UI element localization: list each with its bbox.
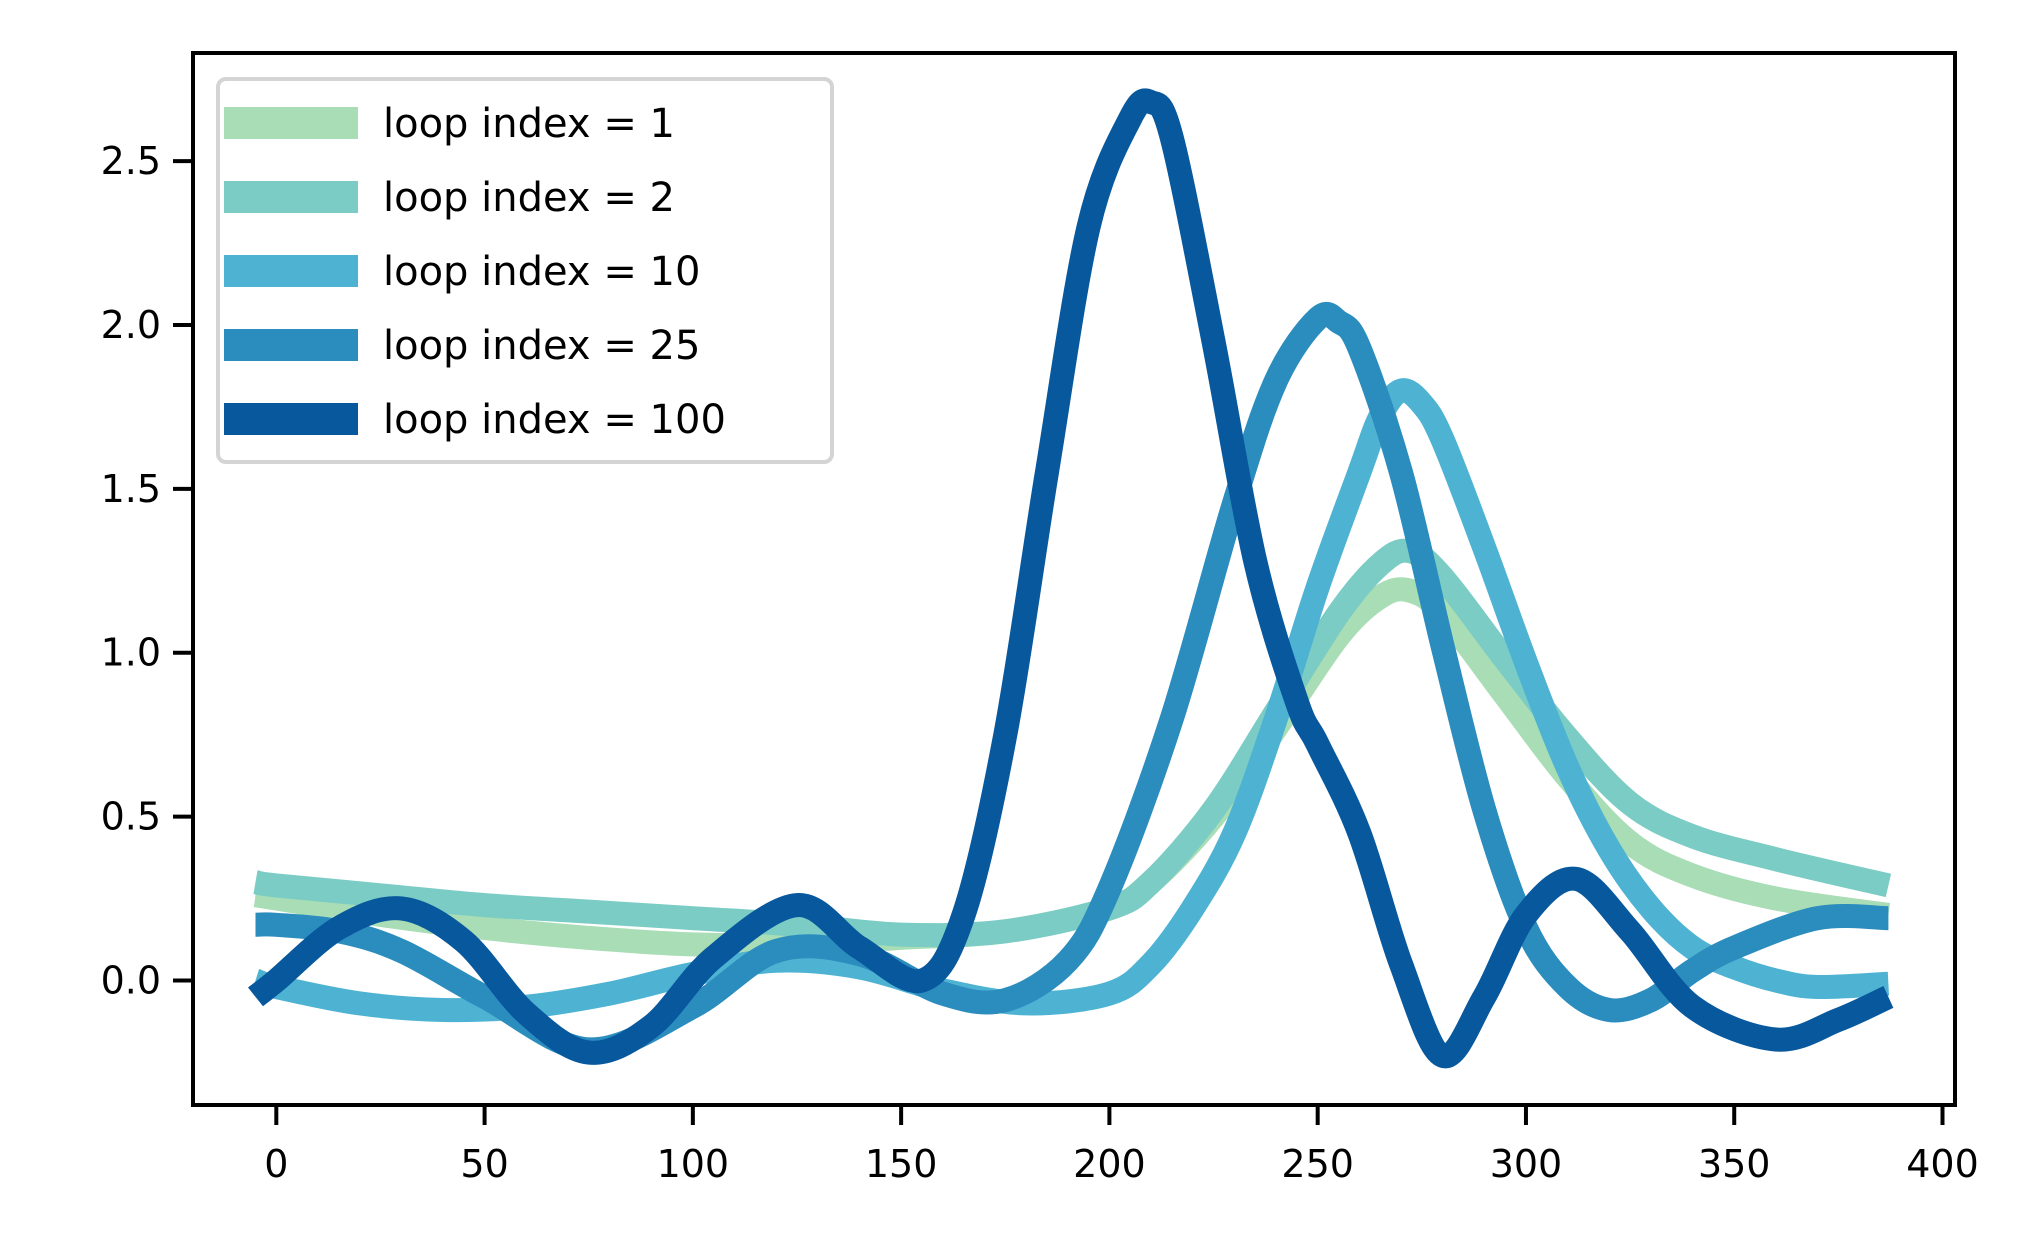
x-tick-label: 0: [264, 1142, 288, 1186]
x-tick-label: 250: [1281, 1142, 1354, 1186]
series-layer: [248, 88, 1894, 1069]
x-tick-label: 300: [1490, 1142, 1563, 1186]
legend-label-loop-index-2: loop index = 2: [383, 175, 675, 221]
legend-label-loop-index-25: loop index = 25: [383, 323, 700, 369]
y-tick-label: 1.5: [101, 467, 161, 511]
series-line-loop-index-2: [252, 538, 1892, 948]
y-tick-label: 2.5: [101, 139, 161, 183]
legend-label-loop-index-10: loop index = 10: [383, 249, 700, 295]
legend-box: [216, 77, 834, 464]
plot-frame: [191, 51, 1957, 1107]
y-tick-label: 2.0: [101, 303, 161, 347]
series-line-loop-index-100: [248, 88, 1894, 1069]
series-line-loop-index-10: [251, 378, 1890, 1023]
x-tick-label: 350: [1698, 1142, 1771, 1186]
x-tick-label: 400: [1906, 1142, 1979, 1186]
legend: loop index = 1 loop index = 2 loop index =…: [216, 77, 834, 464]
x-tick-label: 200: [1073, 1142, 1146, 1186]
legend-label-loop-index-1: loop index = 1: [383, 101, 675, 147]
y-axis: 0.0 0.5 1.0 1.5 2.0 2.5: [101, 139, 193, 1002]
x-tick-label: 50: [460, 1142, 508, 1186]
y-tick-label: 1.0: [101, 631, 161, 675]
y-tick-label: 0.0: [101, 958, 161, 1002]
legend-label-loop-index-100: loop index = 100: [383, 397, 726, 443]
y-tick-label: 0.5: [101, 795, 161, 839]
x-axis: 0 50 100 150 200 250 300 350 400: [264, 1105, 1979, 1186]
x-tick-label: 100: [657, 1142, 730, 1186]
x-tick-label: 150: [865, 1142, 938, 1186]
